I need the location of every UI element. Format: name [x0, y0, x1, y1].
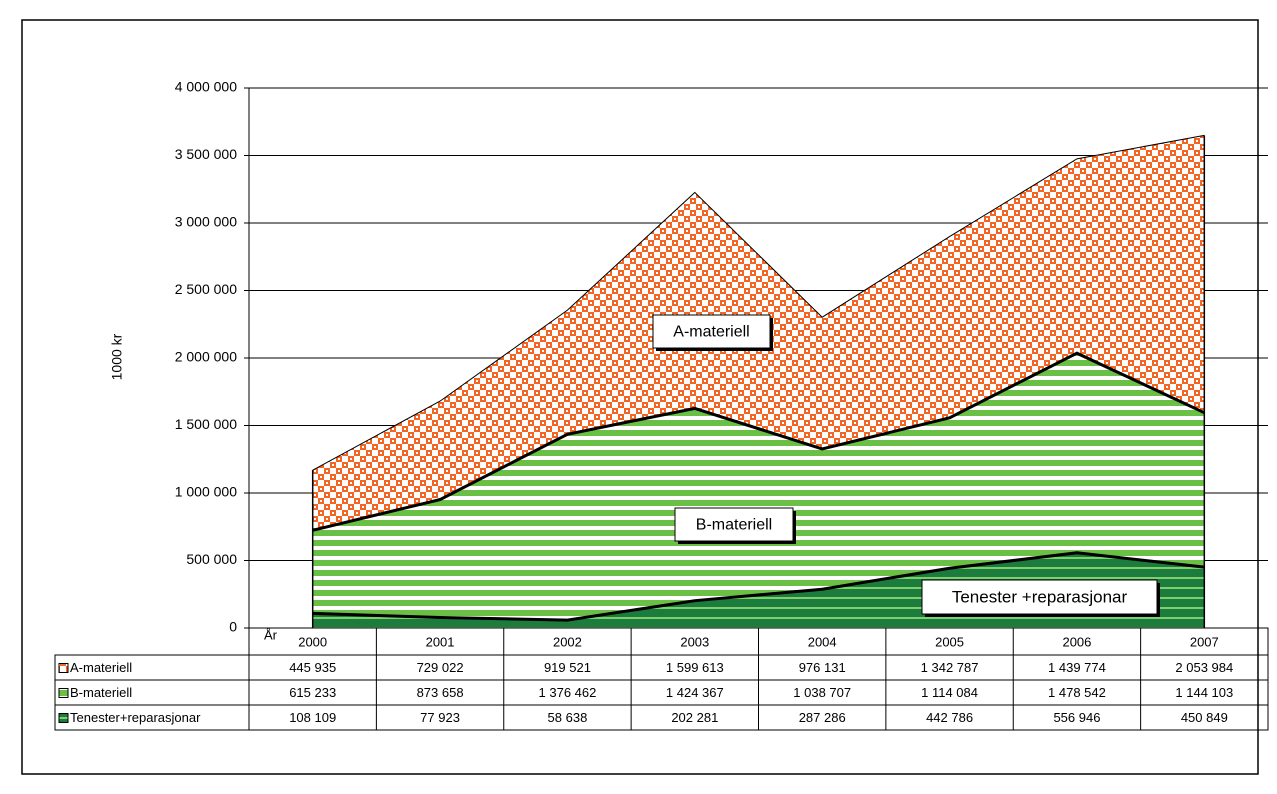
x-tick-label: 2006: [1062, 634, 1091, 649]
table-value: 450 849: [1181, 710, 1228, 725]
x-tick-label: 2005: [935, 634, 964, 649]
area-edge: [312, 551, 1205, 622]
table-value: 873 658: [417, 685, 464, 700]
table-value: 615 233: [289, 685, 336, 700]
table-value: 1 144 103: [1175, 685, 1233, 700]
table-value: 919 521: [544, 660, 591, 675]
table-value: 1 439 774: [1048, 660, 1106, 675]
area: [312, 353, 1205, 621]
y-tick-label: 3 500 000: [175, 146, 237, 162]
table-value: 442 786: [926, 710, 973, 725]
x-tick-label: 2007: [1190, 634, 1219, 649]
y-tick-label: 3 000 000: [175, 214, 237, 230]
x-axis-label: År: [264, 627, 278, 642]
x-tick-label: 2002: [553, 634, 582, 649]
table-value: 556 946: [1053, 710, 1100, 725]
table-value: 729 022: [417, 660, 464, 675]
annotation: A-materiell: [673, 324, 749, 341]
legend-label: B-materiell: [70, 685, 132, 700]
y-tick-label: 1 500 000: [175, 416, 237, 432]
table-value: 1 376 462: [539, 685, 597, 700]
y-tick-label: 2 500 000: [175, 281, 237, 297]
legend-label: A-materiell: [70, 660, 132, 675]
annotation-box: [674, 507, 794, 542]
table-value: 976 131: [799, 660, 846, 675]
y-tick-label: 4 000 000: [175, 79, 237, 95]
table-value: 1 038 707: [793, 685, 851, 700]
table-value: 108 109: [289, 710, 336, 725]
table-value: 1 424 367: [666, 685, 724, 700]
annotation-box: [921, 579, 1158, 615]
table-value: 445 935: [289, 660, 336, 675]
y-tick-label: 500 000: [186, 551, 237, 567]
table-value: 2 053 984: [1175, 660, 1233, 675]
area-edge: [312, 134, 1205, 471]
y-tick-label: 0: [229, 619, 237, 635]
x-tick-label: 2001: [426, 634, 455, 649]
annotation-box: [652, 314, 771, 349]
y-axis-label: 1000 kr: [109, 333, 125, 380]
table-value: 202 281: [671, 710, 718, 725]
x-tick-label: 2003: [680, 634, 709, 649]
legend-swatch: [58, 713, 69, 723]
frame: [21, 19, 1259, 775]
annotation: B-materiell: [696, 517, 772, 534]
annotation: Tenester +reparasjonar: [952, 587, 1128, 606]
area-edge: [312, 351, 1205, 532]
table-value: 1 478 542: [1048, 685, 1106, 700]
table-value: 77 923: [420, 710, 460, 725]
table-value: 1 599 613: [666, 660, 724, 675]
y-tick-label: 1 000 000: [175, 484, 237, 500]
table-value: 58 638: [548, 710, 588, 725]
table-value: 1 342 787: [921, 660, 979, 675]
table-value: 1 114 084: [921, 685, 978, 700]
legend-swatch: [58, 688, 69, 698]
x-tick-label: 2000: [298, 634, 327, 649]
x-tick-label: 2004: [808, 634, 837, 649]
legend-swatch: [58, 663, 69, 673]
table-value: 287 286: [799, 710, 846, 725]
y-tick-label: 2 000 000: [175, 349, 237, 365]
legend-label: Tenester+reparasjonar: [70, 710, 201, 725]
